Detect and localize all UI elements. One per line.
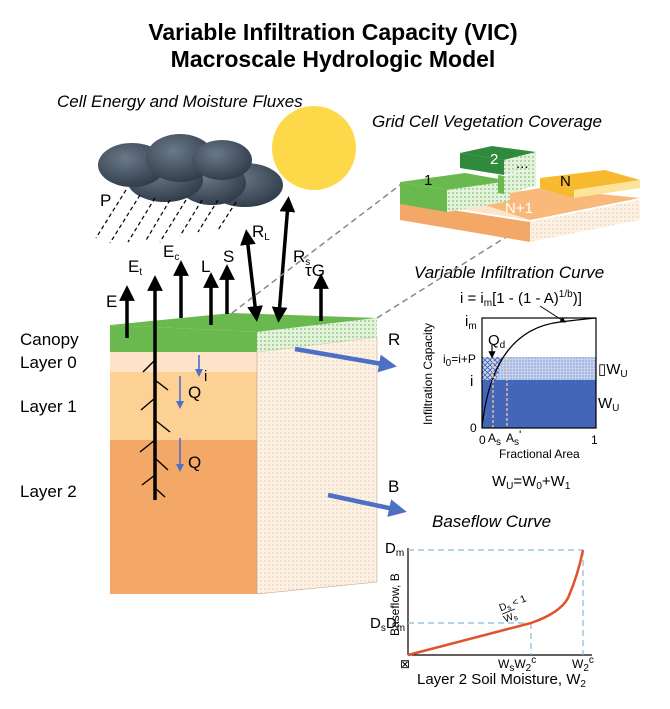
infil-y0: 0 <box>470 421 477 435</box>
soil-column <box>110 313 378 595</box>
flux-ec-label: Ec <box>163 242 179 263</box>
baseflow-wsw2c: WsW2c <box>498 655 536 674</box>
vegetation-inset <box>400 146 640 242</box>
flux-et-label: Et <box>128 257 142 278</box>
veg-tile-n: N <box>560 173 571 190</box>
cloud-icon <box>98 134 283 207</box>
baseflow-ylabel: Baseflow, B <box>388 573 402 636</box>
infil-wu: WU <box>598 395 619 414</box>
cell-fluxes-heading: Cell Energy and Moisture Fluxes <box>57 92 303 111</box>
veg-tile-dots: ... <box>516 155 529 172</box>
flux-l-label: L <box>201 257 210 276</box>
infil-x1: 1 <box>591 433 598 447</box>
infil-equation: i = im[1 - (1 - A)1/b)] <box>460 289 582 309</box>
flux-e-label: E <box>106 292 117 311</box>
sun-icon <box>272 106 356 190</box>
baseflow-w2c: W2c <box>572 655 594 674</box>
infil-x0: 0 <box>479 433 486 447</box>
rain-icon <box>95 189 237 244</box>
layer0-label: Layer 0 <box>20 353 77 372</box>
infil-i-label: i <box>470 373 473 390</box>
infil-as-prime: As' <box>506 428 521 448</box>
infil-dwu: ▯WU <box>598 361 628 380</box>
infil-xlabel: Fractional Area <box>499 447 580 461</box>
baseflow-dm: Dm <box>385 540 404 559</box>
infiltration-chart <box>481 305 597 429</box>
veg-tile-2: 2 <box>490 151 498 168</box>
flux-rl-label: RL <box>252 222 270 243</box>
link-line-1 <box>231 181 405 314</box>
flux-rl-arrow <box>240 229 263 322</box>
veg-tile-n1: N+1 <box>505 200 533 217</box>
svg-text:Ds < 1: Ds < 1 <box>498 593 529 615</box>
baseflow-chart <box>407 548 592 657</box>
veg-tile-1: 1 <box>424 172 432 189</box>
runoff-label: R <box>388 330 400 349</box>
precip-label: P <box>100 191 111 210</box>
infiltration-heading: Variable Infiltration Curve <box>414 263 604 282</box>
svg-text:Ws: Ws <box>502 610 519 626</box>
baseflow-label: B <box>388 477 399 496</box>
infil-i0: i0=i+P <box>443 352 476 369</box>
infil-balance: WU=W0+W1 <box>492 473 571 492</box>
baseflow-arrow <box>327 492 407 517</box>
baseflow-heading: Baseflow Curve <box>432 512 551 531</box>
infil-qd: Qd <box>488 332 505 351</box>
flux-rs-label: Rs <box>293 247 310 268</box>
layer1-label: Layer 1 <box>20 397 77 416</box>
infil-as: As <box>488 431 501 448</box>
title-line-1: Variable Infiltration Capacity (VIC) <box>148 19 517 45</box>
flux-taug-label: τG <box>305 261 325 280</box>
baseflow-dsdm: DsDm <box>370 615 405 634</box>
flux-s-label: S <box>223 247 234 266</box>
canopy-label: Canopy <box>20 330 79 349</box>
flow-q1-label: Q <box>188 383 201 402</box>
vegetation-heading: Grid Cell Vegetation Coverage <box>372 112 602 131</box>
infiltration-label: i <box>204 368 207 385</box>
infil-im: im <box>465 313 477 332</box>
baseflow-xlabel: Layer 2 Soil Moisture, W2 <box>417 671 586 690</box>
baseflow-origin: ⊠ <box>400 657 410 671</box>
link-line-2 <box>376 221 531 319</box>
title-line-2: Macroscale Hydrologic Model <box>171 46 496 72</box>
flux-rs-arrow <box>271 196 296 323</box>
infil-ylabel: Infiltration Capacity <box>421 323 435 425</box>
flow-q2-label: Q <box>188 453 201 472</box>
layer2-label: Layer 2 <box>20 482 77 501</box>
baseflow-slope-note: Ds < 1 Ws <box>498 593 529 626</box>
runoff-arrow <box>294 346 397 373</box>
